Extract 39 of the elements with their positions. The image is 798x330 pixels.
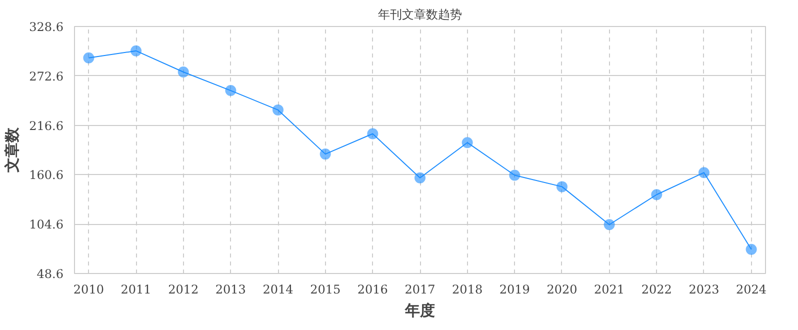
y-tick-label: 160.6 <box>29 168 64 182</box>
x-tick-label: 2019 <box>499 282 530 296</box>
x-axis-title: 年度 <box>404 302 435 320</box>
x-tick-label: 2023 <box>688 282 720 296</box>
y-tick-label: 328.6 <box>29 20 64 34</box>
x-tick-label: 2017 <box>404 282 436 296</box>
point <box>698 167 710 178</box>
point <box>225 85 236 96</box>
x-tick-label: 2010 <box>73 282 104 296</box>
point <box>272 104 284 116</box>
point <box>509 170 520 181</box>
x-tick-label: 2015 <box>310 282 341 296</box>
point <box>556 181 568 192</box>
y-axis-title: 文章数 <box>3 126 22 174</box>
x-tick-label: 2022 <box>641 282 672 296</box>
point <box>130 45 142 56</box>
point <box>746 244 757 255</box>
y-tick-label: 216.6 <box>29 118 64 133</box>
point <box>320 148 331 160</box>
y-tick-label: 48.6 <box>36 267 64 281</box>
point <box>83 52 94 64</box>
x-tick-label: 2018 <box>452 282 483 296</box>
x-tick-label: 2014 <box>262 282 294 296</box>
point <box>367 128 378 140</box>
x-tick-label: 2021 <box>594 282 625 296</box>
point <box>604 219 615 230</box>
point <box>651 189 662 200</box>
x-tick-label: 2016 <box>357 282 388 296</box>
point <box>414 172 426 184</box>
x-tick-label: 2012 <box>168 282 199 296</box>
x-tick-label: 2024 <box>736 282 767 296</box>
x-tick-label: 2020 <box>546 282 578 296</box>
point <box>462 137 473 148</box>
x-tick-label: 2013 <box>215 282 246 296</box>
chart-title: 年刊文章数趋势 <box>378 8 462 22</box>
y-tick-label: 104.6 <box>29 218 64 232</box>
point <box>178 66 189 78</box>
x-tick-label: 2011 <box>120 282 152 296</box>
y-tick-label: 272.6 <box>29 69 64 84</box>
